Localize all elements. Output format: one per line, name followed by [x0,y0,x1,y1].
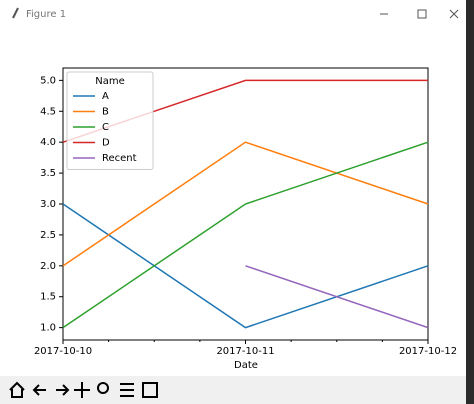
zoom-button[interactable] [97,382,109,394]
x-axis-label: Date [234,360,258,371]
legend-label: Recent [102,153,137,164]
maximize-button[interactable] [417,9,427,19]
legend-title: Name [95,76,125,87]
y-tick-label: 2.5 [40,230,56,241]
y-tick-label: 3.5 [40,168,56,179]
y-tick-label: 3.0 [40,199,56,210]
line-series [62,141,429,329]
x-tick-label: 2017-10-11 [216,346,274,357]
y-tick-label: 4.0 [40,137,56,148]
title-bar [0,0,466,28]
y-tick-label: 1.5 [40,292,56,303]
line-series [62,141,429,267]
line-series [245,265,429,329]
legend-label: A [102,91,109,102]
app-icon [12,7,19,19]
toolbar [0,376,466,404]
y-tick-label: 4.5 [40,106,56,117]
forward-button[interactable] [56,384,70,396]
legend-label: C [102,122,109,133]
x-tick-label: 2017-10-12 [399,346,457,357]
x-tick-label: 2017-10-10 [34,346,92,357]
y-tick-label: 2.0 [40,261,56,272]
back-button[interactable] [32,384,46,396]
y-tick-label: 1.0 [40,323,56,334]
legend-label: D [102,138,110,149]
window-title: Figure 1 [26,9,66,20]
pan-button[interactable] [74,382,90,398]
configure-button[interactable] [120,383,134,397]
line-series [62,203,429,329]
close-button[interactable] [449,9,459,19]
home-button[interactable] [9,381,25,398]
legend-label: B [102,107,109,118]
save-button[interactable] [142,382,158,398]
y-tick-label: 5.0 [40,75,56,86]
